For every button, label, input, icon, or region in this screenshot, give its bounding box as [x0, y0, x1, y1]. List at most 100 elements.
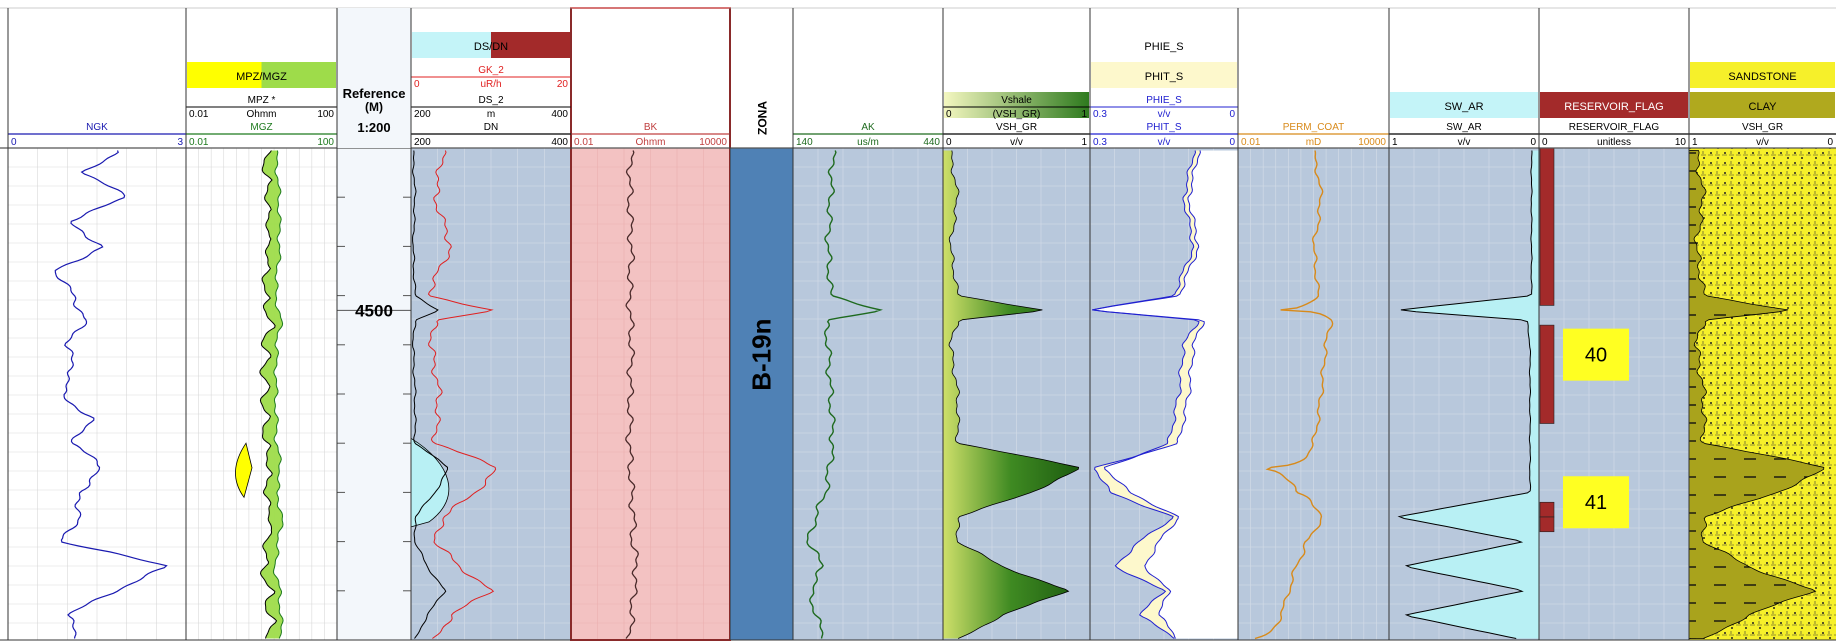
flag-interval-2	[1539, 501, 1555, 518]
scale-name-porosity: PHIT_S	[1146, 122, 1181, 133]
scale-unit-ak: us/m	[857, 137, 879, 148]
header-name-sw: SW_AR	[1444, 101, 1483, 113]
header-fill-left-density	[412, 32, 491, 58]
scale-name-perm: PERM_COAT	[1283, 122, 1345, 133]
scale-min-vshale: 0	[946, 137, 952, 148]
depth-title-line: (M)	[365, 100, 383, 114]
curve-ak	[806, 150, 883, 639]
scale-unit-perm: mD	[1306, 137, 1322, 148]
scale-name-litho: VSH_GR	[1742, 122, 1783, 133]
depth-header-bg	[337, 8, 411, 148]
flag-interval-0	[1539, 147, 1555, 306]
fill-phie-phit	[1092, 150, 1205, 639]
depth-title-line: Reference	[343, 86, 406, 101]
header-name-porosity: PHIE_S	[1146, 95, 1182, 106]
fill-ds-dn	[410, 437, 450, 528]
header-min-density: 0	[414, 79, 420, 90]
depth-scale: 1:200	[357, 120, 390, 135]
header-name-resist: MPZ *	[248, 95, 276, 106]
scale-min-flag: 0	[1542, 137, 1548, 148]
scale-name-bk: BK	[644, 122, 658, 133]
header-name-litho: SANDSTONE	[1728, 71, 1796, 83]
zone-name-label: B-19n	[747, 319, 777, 391]
reservoir-label-box-1	[1563, 476, 1629, 529]
track-bg-depth	[337, 148, 411, 640]
header-fill-litho	[1690, 92, 1835, 118]
scale-min-perm: 0.01	[1241, 137, 1261, 148]
scale-name-resist: MGZ	[250, 122, 272, 133]
curve-ngk	[54, 150, 168, 639]
scale-max-density: 400	[551, 137, 568, 148]
depth-label-4500: 4500	[355, 301, 393, 320]
scale-min-ngk: 0	[11, 137, 17, 148]
scale-unit-vshale: v/v	[1010, 137, 1023, 148]
header-fill-right-density	[491, 32, 570, 58]
reservoir-label-0: 40	[1585, 345, 1607, 367]
header-min-vshale: 0	[946, 109, 952, 120]
flag-interval-3	[1539, 516, 1555, 533]
header-fill-left-resist	[187, 62, 262, 88]
header-sub-vshale: (VSH_GR)	[993, 109, 1041, 120]
scale-max-bk: 10000	[699, 137, 727, 148]
scale-max-vshale: 1	[1081, 137, 1087, 148]
header-max-density: 400	[551, 109, 568, 120]
header-min-porosity: 0.3	[1093, 109, 1107, 120]
header-min-density: 200	[414, 109, 431, 120]
scale-min-density: 200	[414, 137, 431, 148]
header-fill-vshale	[944, 92, 1089, 118]
reservoir-label-1: 41	[1585, 492, 1607, 514]
curve-mpz	[259, 150, 278, 639]
fill-phit-right	[1092, 150, 1238, 639]
scale-name-vshale: VSH_GR	[996, 122, 1037, 133]
fill-vshale	[943, 150, 1079, 639]
flag-interval-1	[1539, 324, 1555, 424]
header-fill-sw	[1390, 92, 1538, 118]
scale-name-sw: SW_AR	[1446, 122, 1482, 133]
header-name-porosity: PHIT_S	[1145, 71, 1184, 83]
header-name-density: GK_2	[478, 65, 504, 76]
header-name-density: DS/DN	[474, 41, 508, 53]
scale-min-porosity: 0.3	[1093, 137, 1107, 148]
curve-mgz	[272, 150, 284, 639]
header-name-density: DS_2	[478, 95, 503, 106]
scale-max-flag: 10	[1675, 137, 1687, 148]
curve-vsh-gr	[948, 150, 1080, 639]
header-fill-porosity	[1091, 62, 1237, 88]
header-max-density: 20	[557, 79, 569, 90]
reservoir-label-box-0	[1563, 328, 1629, 381]
zone-b19n-bar	[730, 148, 793, 640]
zone-header-label: ZONA	[756, 101, 770, 135]
curve-perm-coat	[1254, 150, 1334, 640]
header-name-vshale: Vshale	[1001, 95, 1032, 106]
header-fill-flag	[1540, 92, 1688, 118]
curve-bk	[625, 150, 639, 639]
curve-phie-s	[1092, 150, 1205, 639]
header-max-vshale: 1	[1081, 109, 1087, 120]
scale-unit-bk: Ohmm	[636, 137, 666, 148]
scale-max-resist: 100	[317, 137, 334, 148]
scale-min-sw: 1	[1392, 137, 1398, 148]
scale-unit-porosity: v/v	[1158, 137, 1171, 148]
scale-max-litho: 0	[1827, 137, 1833, 148]
scale-unit-litho: v/v	[1756, 137, 1769, 148]
curve-gk2	[427, 150, 497, 639]
scale-name-ngk: NGK	[86, 122, 108, 133]
fill-sw	[1399, 150, 1539, 639]
scale-name-density: DN	[484, 122, 498, 133]
scale-unit-flag: unitless	[1597, 137, 1631, 148]
scale-name-ak: AK	[861, 122, 875, 133]
scale-max-ak: 440	[923, 137, 940, 148]
scale-unit-sw: v/v	[1458, 137, 1471, 148]
header-fill-litho	[1690, 62, 1835, 88]
fill-clay	[1688, 150, 1825, 639]
fill-mpz-yellow	[235, 442, 253, 499]
scale-min-litho: 1	[1692, 137, 1698, 148]
scale-min-resist: 0.01	[189, 137, 209, 148]
scale-max-sw: 0	[1530, 137, 1536, 148]
header-name-flag: RESERVOIR_FLAG	[1564, 101, 1663, 113]
scale-max-ngk: 3	[177, 137, 183, 148]
scale-name-flag: RESERVOIR_FLAG	[1569, 122, 1660, 133]
header-min-resist: 0.01	[189, 109, 209, 120]
scale-max-perm: 10000	[1358, 137, 1386, 148]
